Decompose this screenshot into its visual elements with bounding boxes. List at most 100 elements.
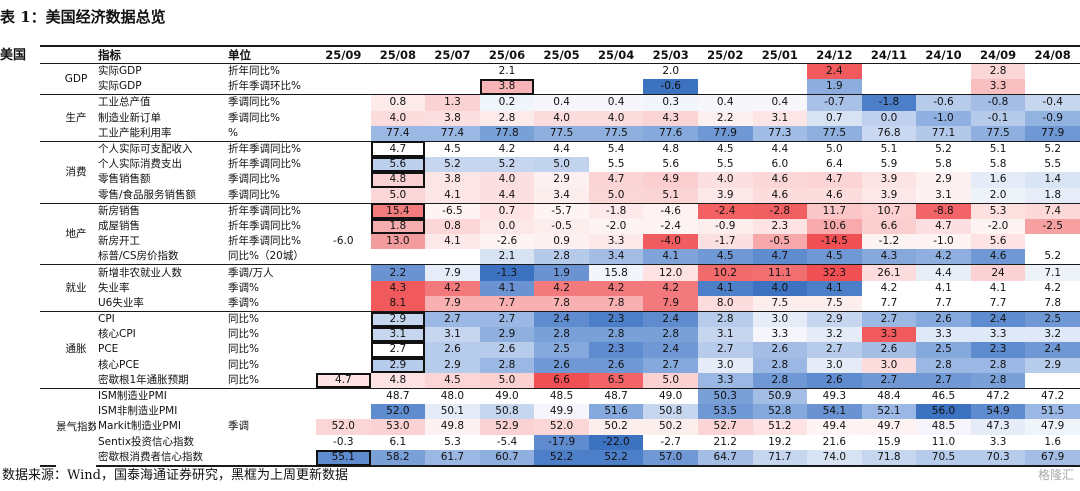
value-cell: 77.5 (807, 125, 862, 142)
value-cell: 52.2 (534, 449, 589, 467)
category-label: 生产 (56, 94, 96, 142)
value-cell: 3.3 (588, 234, 644, 250)
unit-label: 同比%（20城） (228, 250, 304, 263)
indicator-name: 制造业新订单 (98, 111, 161, 124)
value-cell: 5.2 (916, 140, 971, 158)
header-month: 24/11 (861, 45, 917, 64)
value-cell: -4.0 (643, 234, 698, 250)
value-cell: 7.7 (989, 296, 1007, 309)
value-cell: 2.4 (970, 311, 1026, 328)
table-row: 标普/CS房价指数 同比%（20城） 2.1 2.8 3.4 4.1 4.5 4.7 4.5 4.… (40, 249, 1080, 265)
value-cell: 4.1 (425, 187, 480, 204)
value-cell: 2.8 (643, 327, 698, 343)
header-month: 25/01 (752, 45, 808, 64)
value-cell: 4.0 (588, 110, 644, 126)
indicator-name: PCE (98, 343, 119, 356)
value-cell: 70.3 (970, 449, 1026, 467)
value-cell: 55.1 (316, 449, 371, 467)
header-month: 24/08 (1025, 45, 1080, 64)
indicator-name: 工业总产值 (96, 94, 227, 111)
value-cell (1025, 63, 1080, 80)
value-cell (316, 63, 371, 80)
indicator-name: 成屋销售 (98, 219, 140, 232)
table-row: U6失业率 季调% 8.1 7.9 7.7 7.8 7.8 7.9 8.0 7.5 7.5 7.7 7.… (40, 295, 1080, 312)
value-cell: 8.0 (697, 295, 753, 312)
value-cell: 49.0 (479, 387, 535, 405)
table-row: Sentix投资信心指数 -0.3 6.1 5.3 -5.4 -17.9 -22.0 -2.7… (40, 434, 1080, 450)
value-cell: 6.1 (389, 435, 407, 448)
value-cell: -6.5 (425, 202, 480, 219)
value-cell: 6.5 (588, 372, 644, 389)
value-cell: 4.2 (880, 281, 898, 294)
value-cell (316, 111, 371, 126)
indicator-name: 密歇根消费者信心指数 (96, 449, 227, 467)
value-cell: 8.1 (370, 295, 426, 312)
value-cell: 5.1 (861, 140, 917, 158)
value-cell: 7.7 (880, 296, 898, 309)
value-cell: 2.8 (752, 357, 808, 373)
value-cell: -2.0 (588, 218, 644, 235)
unit-label: 折年同比% (226, 63, 317, 80)
value-cell: 52.7 (697, 419, 753, 435)
value-cell: 26.1 (861, 264, 917, 281)
unit-label: 同比% (228, 373, 259, 386)
value-cell: 2.4 (807, 63, 862, 80)
header-month: 25/03 (643, 45, 698, 64)
value-cell: 2.7 (697, 342, 753, 358)
value-cell: 49.4 (807, 419, 862, 435)
value-cell: 4.2 (1044, 281, 1062, 294)
value-cell: 61.7 (425, 449, 480, 467)
value-cell: 2.7 (643, 357, 698, 373)
value-cell: -8.8 (916, 202, 971, 219)
header-month: 24/12 (807, 45, 862, 64)
value-cell: 6.6 (534, 372, 589, 389)
value-cell: 3.9 (861, 187, 917, 204)
value-cell: 4.9 (643, 172, 698, 188)
table-row: 核心CPI 同比% 3.1 3.1 2.9 2.8 2.8 2.8 3.1 3.3 3.2 3.3 3.… (40, 327, 1080, 343)
value-cell: 2.7 (807, 342, 862, 358)
value-cell: 4.3 (861, 249, 917, 265)
value-cell: 19.2 (768, 435, 792, 448)
unit-label: 折年季调环比% (228, 80, 301, 93)
category-label: 就业 (56, 264, 96, 312)
value-cell: 77.4 (370, 125, 426, 142)
value-cell: 5.2 (1044, 250, 1062, 263)
value-cell: -1.0 (916, 110, 971, 126)
value-cell: 4.5 (425, 140, 480, 158)
value-cell (1025, 234, 1080, 249)
value-cell: 77.9 (1025, 125, 1080, 142)
economic-data-table: 指标 单位 25/09 25/08 25/07 25/06 25/05 25/04 25/0… (40, 45, 1080, 467)
value-cell: 49.9 (534, 404, 589, 420)
value-cell: 2.3 (588, 342, 644, 358)
value-cell: -0.3 (333, 435, 354, 448)
value-cell (862, 79, 917, 95)
value-cell: 48.7 (588, 387, 644, 405)
table-row: 核心PCE 同比% 2.9 2.9 2.8 2.6 2.6 2.7 3.0 2.8 3.0 3.0 2.… (40, 357, 1080, 373)
value-cell: -2.5 (1025, 218, 1080, 235)
value-cell: 2.7 (861, 311, 917, 328)
unit-label: 折年季调同比% (228, 235, 301, 248)
value-cell: 5.5 (607, 158, 625, 171)
value-cell: 5.5 (1044, 158, 1062, 171)
value-cell: -0.5 (534, 218, 589, 235)
value-cell: 4.5 (697, 249, 753, 265)
value-cell: 15.8 (588, 264, 644, 281)
value-cell: 4.8 (370, 372, 426, 389)
value-cell: 2.8 (970, 63, 1026, 80)
value-cell: 32.3 (807, 264, 862, 281)
value-cell: 52.0 (370, 404, 426, 420)
unit-label (226, 435, 316, 450)
value-cell: 49.0 (643, 387, 698, 405)
value-cell: 50.2 (643, 419, 698, 435)
table-row: 密歇根1年通胀预期 同比% 4.7 4.8 4.5 5.0 6.6 6.5 5.0 3.3 2.8 2… (40, 372, 1080, 389)
value-cell: 5.2 (425, 157, 480, 173)
value-cell: 10.2 (697, 264, 753, 281)
header-row: 指标 单位 25/09 25/08 25/07 25/06 25/05 25/04 25/0… (40, 45, 1080, 64)
value-cell: 4.7 (752, 249, 808, 265)
unit-label: 季调/万人 (226, 264, 317, 281)
indicator-name: 核心CPI (98, 328, 136, 341)
value-cell: 2.2 (370, 264, 426, 281)
value-cell: 4.0 (479, 172, 535, 188)
value-cell: 67.9 (1025, 449, 1080, 467)
value-cell: 2.4 (1025, 342, 1080, 358)
